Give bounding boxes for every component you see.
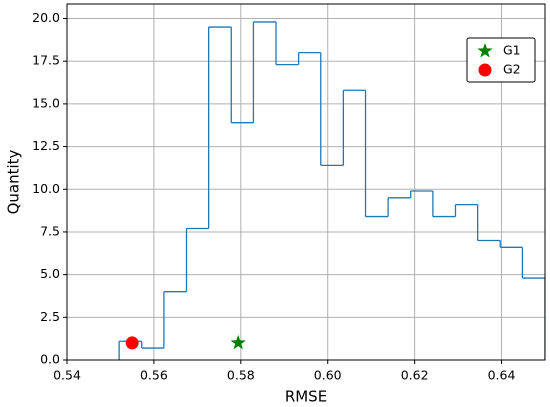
- x-tick-label: 0.64: [488, 368, 516, 383]
- y-tick-label: 7.5: [40, 223, 60, 238]
- y-tick-label: 0.0: [40, 352, 60, 367]
- y-axis-label: Quantity: [5, 149, 23, 214]
- y-tick-label: 15.0: [32, 95, 60, 110]
- y-tick-label: 20.0: [32, 10, 60, 25]
- y-tick-label: 5.0: [40, 266, 60, 281]
- legend-marker: [477, 43, 493, 58]
- legend-marker: [478, 63, 492, 77]
- x-tick-label: 0.60: [314, 368, 342, 383]
- x-tick-label: 0.62: [401, 368, 429, 383]
- legend-label: G2: [503, 62, 521, 77]
- y-tick-label: 12.5: [32, 138, 60, 153]
- legend-box: [466, 37, 536, 83]
- y-tick-label: 10.0: [32, 181, 60, 196]
- histogram: [118, 21, 545, 360]
- legend-label: G1: [503, 43, 521, 58]
- y-tick-label: 2.5: [40, 309, 60, 324]
- scatter-point: [125, 336, 139, 350]
- x-axis-label: RMSE: [285, 388, 327, 406]
- x-tick-label: 0.58: [227, 368, 255, 383]
- scatter-point: [230, 334, 246, 350]
- x-tick-label: 0.56: [140, 368, 168, 383]
- x-tick-label: 0.54: [53, 368, 81, 383]
- plot-frame: [66, 3, 546, 361]
- y-tick-label: 17.5: [32, 53, 60, 68]
